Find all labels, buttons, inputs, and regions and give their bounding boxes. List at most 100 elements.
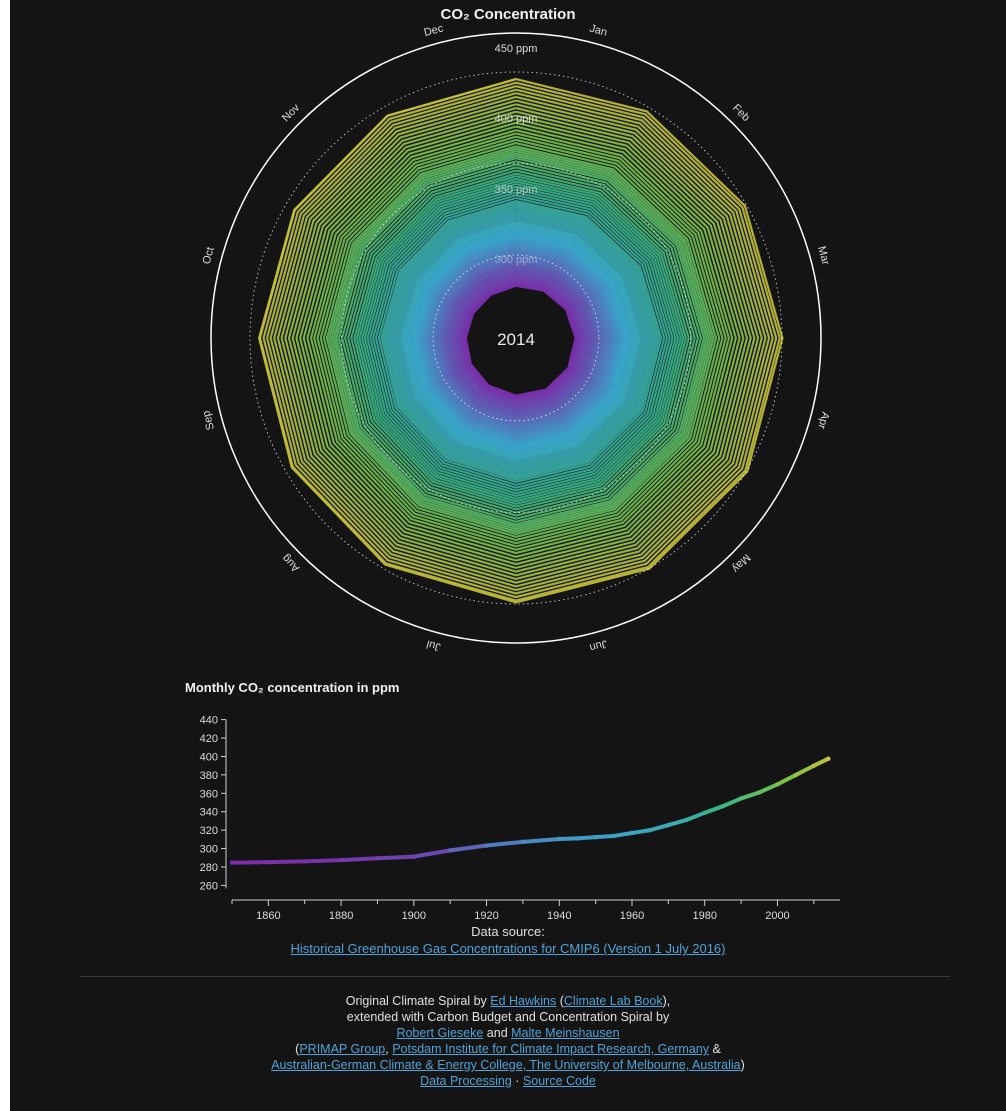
pik-link[interactable]: Potsdam Institute for Climate Impact Res… <box>392 1042 709 1056</box>
co2-point-1870 <box>303 859 307 863</box>
co2-point-1955 <box>612 834 616 838</box>
month-label-mar: Mar <box>815 245 832 267</box>
co2-line-segment-1940 <box>559 838 577 839</box>
co2-point-2005 <box>793 773 797 777</box>
co2-point-1960 <box>630 831 634 835</box>
co2-line-segment-2000 <box>777 775 795 784</box>
co2-line-segment-1995 <box>759 784 777 792</box>
ring-label-400: 400 ppm <box>495 113 538 125</box>
co2-point-2014 <box>826 756 830 760</box>
y-tick-label-320: 320 <box>200 825 218 837</box>
ring-label-450: 450 ppm <box>495 43 538 55</box>
x-tick-label-1940: 1940 <box>547 910 571 922</box>
ring-label-350: 350 ppm <box>495 184 538 196</box>
co2-line-segment-1900 <box>414 850 450 856</box>
data-source-link[interactable]: Historical Greenhouse Gas Concentrations… <box>291 941 726 956</box>
co2-line-segment-2005 <box>796 766 814 775</box>
co2-point-1930 <box>521 840 525 844</box>
ring-label-300: 300 ppm <box>495 254 538 266</box>
co2-point-2000 <box>775 782 779 786</box>
primap-group-link[interactable]: PRIMAP Group <box>299 1042 385 1056</box>
y-tick-label-380: 380 <box>200 770 218 782</box>
monthly-co2-line-chart: 260280300320340360380400420440 1860 1880 1… <box>10 700 1006 925</box>
x-tick-label-1880: 1880 <box>329 910 353 922</box>
credits-line-2: extended with Carbon Budget and Concentr… <box>10 1009 1006 1025</box>
y-tick-label-400: 400 <box>200 751 218 763</box>
co2-point-1950 <box>593 835 597 839</box>
co2-spiral-chart: 450 ppm 400 ppm 350 ppm 300 ppm Jan Feb Ma… <box>10 0 1006 660</box>
co2-line-segment-1920 <box>487 842 523 846</box>
line-chart-title: Monthly CO₂ concentration in ppm <box>185 680 400 695</box>
co2-point-1860 <box>266 860 270 864</box>
x-tick-label-1920: 1920 <box>474 910 498 922</box>
month-label-may: May <box>729 551 753 575</box>
co2-point-1850 <box>230 860 234 864</box>
y-tick-label-260: 260 <box>200 880 218 892</box>
co2-line-segment-1930 <box>523 839 559 842</box>
co2-line-segment-1960 <box>632 830 650 833</box>
divider <box>80 976 950 977</box>
x-tick-label-1860: 1860 <box>256 910 280 922</box>
co2-line-segment-2010 <box>814 759 829 766</box>
co2-point-1970 <box>666 823 670 827</box>
co2-line-segment-1945 <box>577 837 595 838</box>
y-tick-label-440: 440 <box>200 715 218 727</box>
malte-meinshausen-link[interactable]: Malte Meinshausen <box>511 1026 619 1040</box>
co2-point-1920 <box>484 843 488 847</box>
y-tick-label-420: 420 <box>200 733 218 745</box>
month-label-aug: Aug <box>280 552 302 574</box>
x-tick-label-1960: 1960 <box>620 910 644 922</box>
month-label-feb: Feb <box>730 102 752 124</box>
month-label-sep: Sep <box>200 409 217 431</box>
robert-gieseke-link[interactable]: Robert Gieseke <box>396 1026 483 1040</box>
co2-point-1890 <box>375 856 379 860</box>
co2-line-segment-1990 <box>741 792 759 798</box>
x-axis: 1860 1880 1900 1920 1940 1960 1980 2000 <box>232 900 840 922</box>
y-tick-label-360: 360 <box>200 788 218 800</box>
co2-line-segment-1870 <box>305 860 341 861</box>
y-axis: 260 280 300 320 340 360 380 400 420 440 <box>200 715 226 893</box>
month-label-jun: Jun <box>588 637 608 653</box>
climate-lab-book-link[interactable]: Climate Lab Book <box>564 994 663 1008</box>
month-label-jul: Jul <box>425 638 442 653</box>
co2-point-1945 <box>575 836 579 840</box>
co2-point-1910 <box>448 848 452 852</box>
co2-point-1990 <box>739 796 743 800</box>
co2-line-segment-1980 <box>705 806 723 813</box>
co2-point-1900 <box>412 854 416 858</box>
y-tick-label-280: 280 <box>200 862 218 874</box>
x-tick-label-1980: 1980 <box>692 910 716 922</box>
y-tick-label-300: 300 <box>200 844 218 856</box>
credits: Original Climate Spiral by Ed Hawkins (C… <box>10 993 1006 1089</box>
month-label-nov: Nov <box>280 102 303 125</box>
co2-line-segment-1910 <box>450 846 486 851</box>
co2-point-1880 <box>339 858 343 862</box>
co2-line-segment-1890 <box>377 857 413 859</box>
x-tick-label-1900: 1900 <box>402 910 426 922</box>
climate-energy-college-link[interactable]: Australian-German Climate & Energy Colle… <box>271 1058 740 1072</box>
co2-line-segment-1955 <box>614 833 632 836</box>
data-processing-link[interactable]: Data Processing <box>420 1074 512 1088</box>
month-label-apr: Apr <box>815 411 831 431</box>
co2-point-1995 <box>757 790 761 794</box>
co2-point-1965 <box>648 828 652 832</box>
month-label-dec: Dec <box>423 22 445 39</box>
center-year-label: 2014 <box>497 330 535 349</box>
co2-point-1940 <box>557 837 561 841</box>
ed-hawkins-link[interactable]: Ed Hawkins <box>490 994 556 1008</box>
co2-line-segment-1970 <box>668 820 686 825</box>
co2-point-1980 <box>703 811 707 815</box>
co2-line-segment-1975 <box>687 813 705 820</box>
x-tick-label-2000: 2000 <box>765 910 789 922</box>
co2-line-segment-1965 <box>650 825 668 830</box>
month-label-oct: Oct <box>201 246 217 266</box>
co2-line-segment-1880 <box>341 858 377 860</box>
co2-point-2010 <box>812 764 816 768</box>
source-code-link[interactable]: Source Code <box>523 1074 596 1088</box>
month-label-jan: Jan <box>588 23 608 39</box>
co2-line-segment-1860 <box>268 861 304 862</box>
co2-point-1985 <box>721 804 725 808</box>
data-source-label: Data source: <box>10 924 1006 939</box>
co2-line-segment-1950 <box>596 836 614 837</box>
co2-series-points <box>230 756 831 864</box>
